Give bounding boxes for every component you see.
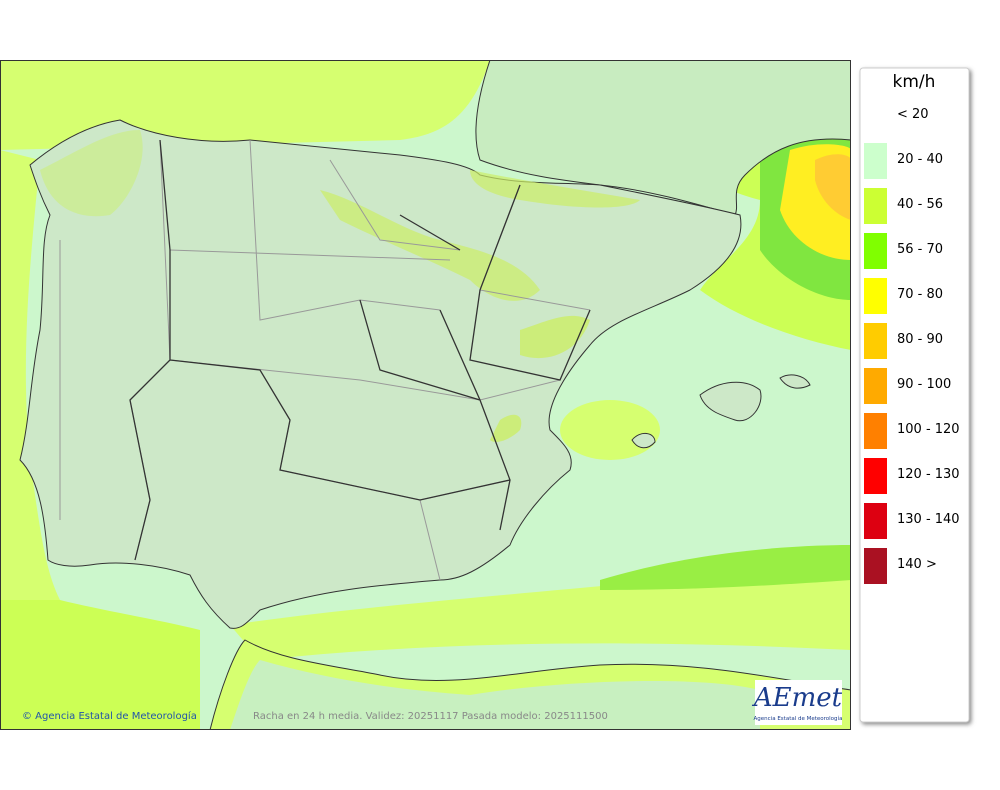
caption: Racha en 24 h media. Validez: 20251117 P… (253, 711, 608, 722)
legend-label: 80 - 90 (897, 332, 943, 347)
map: © Agencia Estatal de Meteorología Racha … (0, 60, 851, 730)
france (475, 60, 851, 216)
legend-swatch (864, 503, 887, 539)
legend-swatch (864, 188, 887, 224)
zone-40-56 (40, 130, 143, 217)
legend-label: 140 > (897, 557, 937, 572)
legend-swatch (864, 548, 887, 584)
zone-40-56 (490, 414, 522, 442)
legend-swatch (864, 278, 887, 314)
logo-box (755, 680, 842, 725)
legend-swatch (864, 458, 887, 494)
zone-40-56 (0, 600, 200, 730)
legend-label: 100 - 120 (897, 422, 960, 437)
credit: © Agencia Estatal de Meteorología (22, 710, 197, 722)
zone-40-56 (520, 315, 590, 359)
legend-swatch (864, 98, 887, 134)
ibiza (631, 433, 656, 449)
legend-swatch (864, 233, 887, 269)
legend-swatch (864, 413, 887, 449)
africa-land (230, 660, 760, 730)
legend-swatch (864, 323, 887, 359)
community-borders (129, 139, 591, 561)
legend-label: 56 - 70 (897, 242, 943, 257)
iberia (19, 119, 742, 629)
zone-80-90 (815, 154, 851, 220)
menorca (779, 374, 811, 389)
legend-label: 20 - 40 (897, 152, 943, 167)
zone-40-56 (470, 170, 640, 208)
zone-40-56 (320, 190, 540, 301)
legend-box (859, 67, 970, 723)
legend-label: 120 - 130 (897, 467, 960, 482)
legend-label: 70 - 80 (897, 287, 943, 302)
legend-label: < 20 (897, 107, 929, 122)
logo-name: AEmet (752, 683, 843, 713)
legend-label: 90 - 100 (897, 377, 951, 392)
legend-label: 40 - 56 (897, 197, 943, 212)
legend-label: 130 - 140 (897, 512, 960, 527)
zone-40-56 (0, 150, 60, 610)
legend-title: km/h (893, 72, 936, 92)
map-frame (0, 60, 851, 730)
zone-40-56 (560, 400, 660, 460)
mallorca (699, 381, 762, 422)
zone-56-70 (600, 545, 851, 590)
legend-swatch (864, 368, 887, 404)
logo-subtitle: Agencia Estatal de Meteorología (754, 715, 843, 722)
legend: km/h < 20 20 - 40 40 - 56 56 - 70 70 - 80 80 … (859, 67, 970, 723)
legend-swatch (864, 143, 887, 179)
